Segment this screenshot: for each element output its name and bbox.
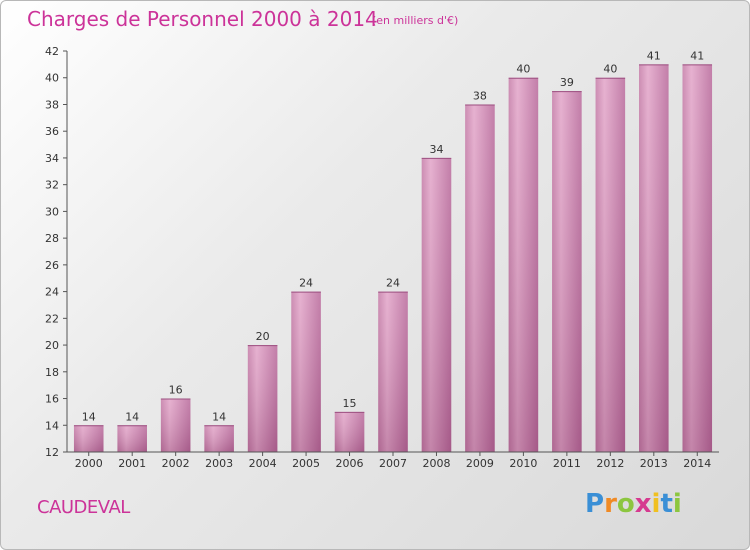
bar-shade bbox=[378, 291, 408, 452]
data-label: 14 bbox=[82, 410, 96, 423]
bar-shade bbox=[639, 64, 669, 452]
y-tick-label: 42 bbox=[45, 45, 59, 58]
y-tick-label: 22 bbox=[45, 312, 59, 325]
y-tick-label: 14 bbox=[45, 419, 59, 432]
bar-shade bbox=[552, 91, 582, 452]
logo-letter: r bbox=[604, 489, 617, 519]
x-tick-label: 2010 bbox=[509, 457, 537, 470]
bar-shade bbox=[291, 291, 321, 452]
data-label: 40 bbox=[516, 63, 530, 76]
bar-shade bbox=[160, 398, 191, 452]
x-tick-label: 2003 bbox=[205, 457, 233, 470]
data-label: 39 bbox=[560, 76, 574, 89]
data-label: 41 bbox=[690, 49, 704, 62]
y-tick-label: 28 bbox=[45, 232, 59, 245]
y-tick-label: 34 bbox=[45, 152, 59, 165]
logo-letter: i bbox=[672, 489, 682, 519]
data-label: 15 bbox=[343, 397, 357, 410]
bar-shade bbox=[247, 345, 278, 452]
bar-shade bbox=[508, 77, 539, 452]
data-label: 38 bbox=[473, 89, 487, 102]
chart-subtitle: (en milliers d'€) bbox=[372, 14, 459, 27]
data-label: 24 bbox=[299, 277, 313, 290]
bar-shade bbox=[73, 425, 104, 452]
y-tick-label: 38 bbox=[45, 98, 59, 111]
y-tick-label: 24 bbox=[45, 286, 59, 299]
x-tick-label: 2006 bbox=[336, 457, 364, 470]
x-tick-label: 2004 bbox=[249, 457, 277, 470]
data-label: 20 bbox=[256, 330, 270, 343]
y-tick-label: 18 bbox=[45, 366, 59, 379]
proxiti-logo: Proxiti bbox=[585, 489, 682, 519]
x-tick-label: 2000 bbox=[75, 457, 103, 470]
logo-letter: i bbox=[651, 489, 661, 519]
data-label: 14 bbox=[212, 410, 226, 423]
y-tick-label: 12 bbox=[45, 446, 59, 459]
bar-shade bbox=[465, 104, 495, 452]
data-label: 24 bbox=[386, 277, 400, 290]
data-label: 41 bbox=[647, 49, 661, 62]
y-tick-label: 40 bbox=[45, 72, 59, 85]
x-tick-label: 2008 bbox=[422, 457, 450, 470]
bar-shade bbox=[595, 77, 626, 452]
x-tick-label: 2002 bbox=[162, 457, 190, 470]
logo-letter: P bbox=[585, 489, 605, 519]
bar-shade bbox=[334, 411, 365, 452]
data-label: 16 bbox=[169, 384, 183, 397]
data-label: 14 bbox=[125, 410, 139, 423]
place-name: CAUDEVAL bbox=[37, 497, 130, 518]
chart-title: Charges de Personnel 2000 à 2014 bbox=[27, 7, 378, 31]
logo-letter: o bbox=[616, 489, 635, 519]
x-tick-label: 2013 bbox=[640, 457, 668, 470]
bar-shade bbox=[117, 425, 147, 452]
y-tick-label: 16 bbox=[45, 393, 59, 406]
y-tick-label: 32 bbox=[45, 179, 59, 192]
y-tick-label: 36 bbox=[45, 125, 59, 138]
bar-shade bbox=[682, 64, 713, 452]
data-label: 40 bbox=[603, 63, 617, 76]
x-tick-label: 2001 bbox=[118, 457, 146, 470]
x-tick-label: 2011 bbox=[553, 457, 581, 470]
bar-shade bbox=[421, 157, 452, 452]
x-tick-label: 2014 bbox=[683, 457, 711, 470]
x-tick-label: 2007 bbox=[379, 457, 407, 470]
logo-letter: x bbox=[634, 489, 652, 519]
y-tick-label: 20 bbox=[45, 339, 59, 352]
y-tick-label: 30 bbox=[45, 205, 59, 218]
bar-shade bbox=[204, 425, 234, 452]
x-tick-label: 2005 bbox=[292, 457, 320, 470]
x-tick-label: 2012 bbox=[596, 457, 624, 470]
logo-letter: t bbox=[660, 489, 673, 519]
y-tick-label: 26 bbox=[45, 259, 59, 272]
data-label: 34 bbox=[429, 143, 443, 156]
x-tick-label: 2009 bbox=[466, 457, 494, 470]
